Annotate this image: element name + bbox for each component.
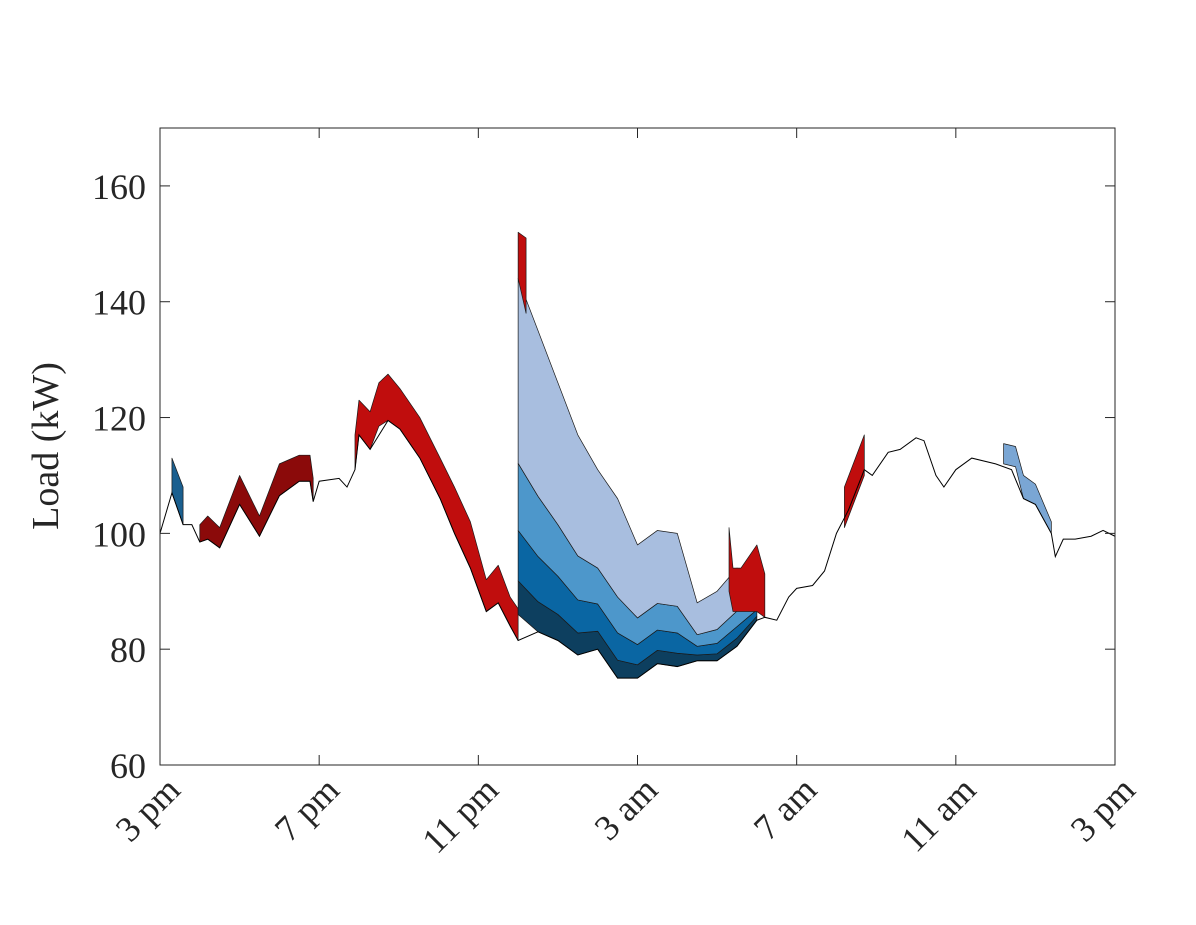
x-tick-label: 3 am (587, 769, 665, 847)
y-tick-label: 120 (92, 399, 146, 439)
x-tick-label: 11 am (893, 769, 983, 859)
band (728, 527, 766, 618)
y-tick-label: 80 (110, 630, 146, 670)
load-line (159, 419, 1116, 679)
y-tick-label: 160 (92, 167, 146, 207)
x-tick-label: 7 am (746, 769, 824, 847)
x-tick-label: 7 pm (267, 769, 347, 849)
x-tick-label: 3 pm (1063, 769, 1143, 849)
y-tick-label: 100 (92, 514, 146, 554)
y-tick-label: 140 (92, 283, 146, 323)
band (354, 373, 519, 641)
band (517, 231, 527, 314)
band (844, 434, 865, 528)
band (199, 454, 314, 549)
band (171, 457, 184, 526)
y-tick-label: 60 (110, 746, 146, 786)
x-tick-label: 11 pm (414, 769, 506, 861)
y-axis-label: Load (kW) (25, 362, 67, 530)
